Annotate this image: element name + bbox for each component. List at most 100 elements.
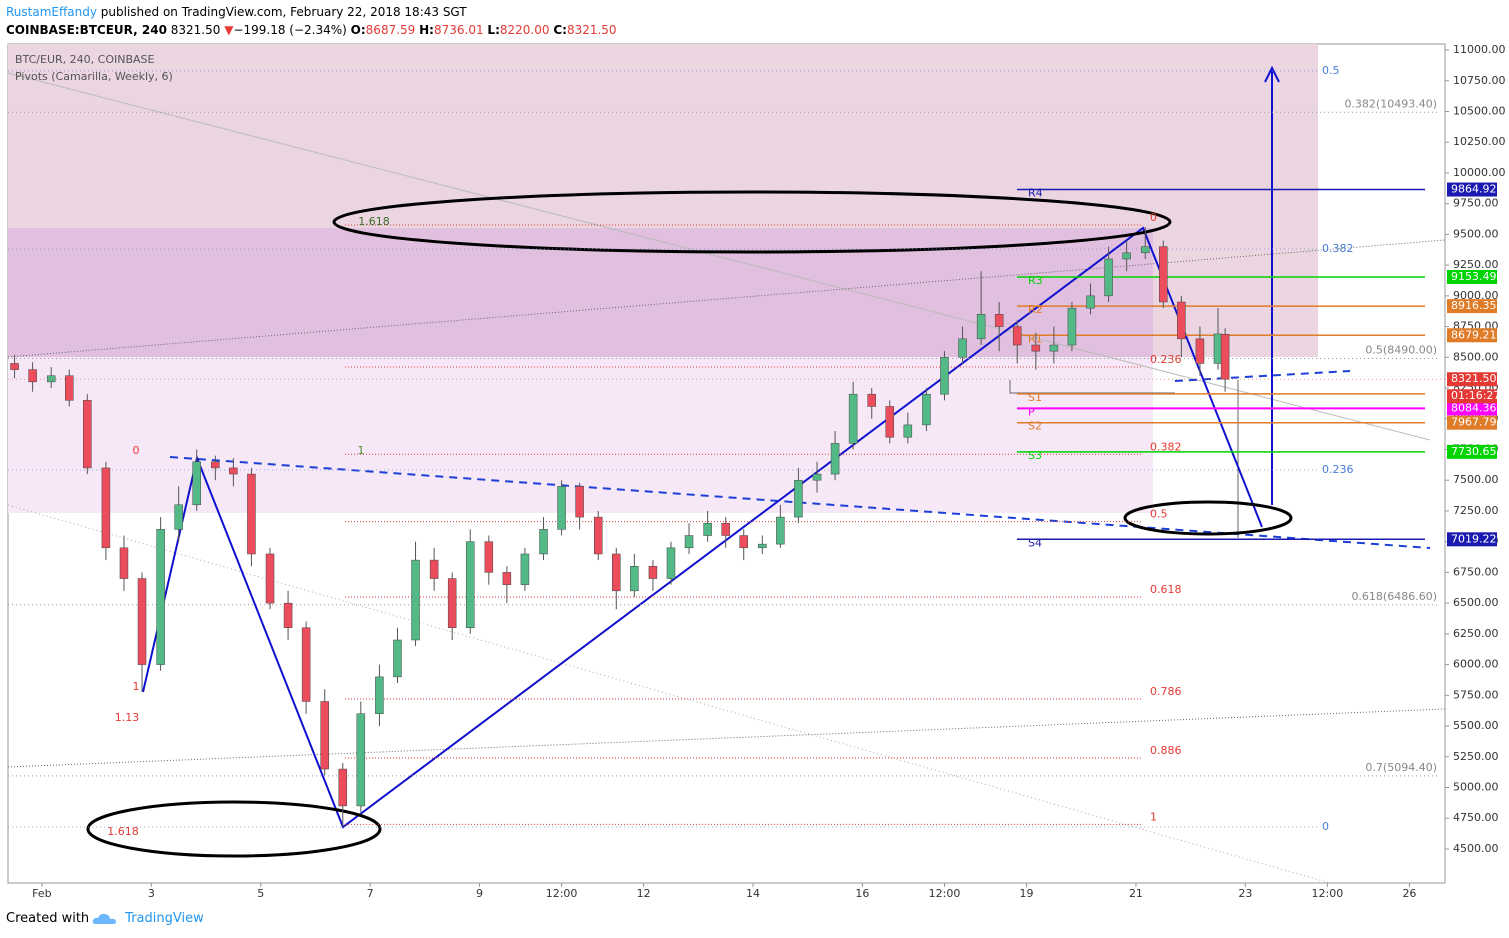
pivot-name: R4 (1028, 187, 1043, 200)
candle-body (1104, 258, 1113, 297)
candle-body (812, 473, 822, 481)
fib-ext-label: 0.5(8490.00) (1365, 344, 1437, 357)
x-tick-label: 12:00 (546, 887, 578, 900)
fib-label: 0.236 (1150, 353, 1182, 366)
y-tick-label: 6000.00 (1453, 658, 1499, 671)
author[interactable]: RustamEffandy (6, 5, 97, 19)
x-tick-label: 12:00 (929, 887, 961, 900)
candle-body (393, 639, 402, 678)
y-tick-label: 9250.00 (1453, 258, 1499, 271)
logo (92, 913, 116, 924)
candle-body (156, 529, 165, 665)
price-tag-label: 8916.35 (1451, 299, 1497, 312)
x-tick-label: Feb (32, 887, 51, 900)
fib-ext-label: 0.618(6486.60) (1351, 590, 1437, 603)
candle-body (830, 443, 840, 475)
candle-body (648, 566, 658, 579)
x-tick-label: 7 (367, 887, 374, 900)
countdown: 01:16:27 (1451, 389, 1500, 402)
candle-body (411, 559, 420, 641)
l-key: L: (487, 23, 500, 37)
candle-body (593, 516, 603, 555)
fib-label: 0.618 (1150, 583, 1182, 596)
price-tag (1447, 269, 1497, 284)
candle-body (174, 504, 183, 530)
candle-body (137, 578, 147, 665)
y-tick-label: 10500.00 (1453, 104, 1506, 117)
created: Created with (6, 911, 90, 926)
fib-label: 0 (1322, 820, 1329, 833)
candle-body (630, 566, 639, 592)
candle-body (1012, 326, 1022, 346)
y-tick-label: 5500.00 (1453, 719, 1499, 732)
price-tag (1447, 415, 1497, 430)
candle-body (301, 627, 311, 702)
candle-body (46, 375, 56, 383)
header: RustamEffandy published on TradingView.c… (6, 3, 617, 39)
x-tick-label: 9 (476, 887, 483, 900)
candle-body (1031, 344, 1041, 352)
price-tag (1447, 299, 1497, 314)
candle-body (502, 572, 512, 585)
x-tick-label: 12:00 (1312, 887, 1344, 900)
price-tag (1447, 401, 1497, 416)
candle-body (958, 338, 967, 358)
fib-label: 0.886 (1150, 744, 1182, 757)
pivot-name: P (1028, 405, 1035, 418)
candle-body (848, 393, 858, 444)
candle-body (65, 375, 74, 401)
footer: Created with TradingView (6, 911, 204, 926)
chart: BTC/EUR, 240, COINBASE Pivots (Camarilla… (7, 43, 1506, 900)
candle-body (721, 522, 730, 536)
y-tick-label: 9000.00 (1453, 289, 1499, 302)
pivot-name: S4 (1028, 536, 1042, 549)
price-tag-label: 8679.21 (1451, 328, 1497, 341)
y-tick-label: 10000.00 (1453, 166, 1506, 179)
candle-body (976, 314, 986, 340)
fib-label: 0.382 (1322, 242, 1354, 255)
fib-label: 0.5 (1322, 64, 1340, 77)
x-tick-label: 3 (148, 887, 155, 900)
fib-label: 0.786 (1150, 685, 1182, 698)
fib-label: 0.236 (1322, 463, 1354, 476)
x-tick-label: 21 (1129, 887, 1143, 900)
x-tick-label: 5 (257, 887, 264, 900)
y-tick-label: 10250.00 (1453, 135, 1506, 148)
x-tick-label: 26 (1402, 887, 1416, 900)
candle-body (758, 543, 767, 549)
last-price-label: 8321.50 (1451, 372, 1497, 385)
candle-body (1086, 295, 1095, 309)
y-tick-label: 6750.00 (1453, 565, 1499, 578)
trendline (7, 239, 1446, 358)
y-tick-label: 6500.00 (1453, 596, 1499, 609)
annotation: 1.618 (358, 215, 390, 228)
arrow-head (1264, 65, 1280, 83)
candle-body (739, 535, 748, 549)
pivot-name: R1 (1028, 332, 1043, 345)
fib-label: 0 (1150, 211, 1157, 224)
candle-body (684, 535, 694, 549)
candle-body (794, 479, 803, 518)
candle-body (520, 553, 530, 585)
brand[interactable]: TradingView (125, 911, 204, 926)
x-tick-label: 16 (855, 887, 869, 900)
annotation: 1 (358, 444, 365, 457)
candle-body (776, 516, 785, 545)
candle-body (229, 467, 238, 475)
price-tag-label: 9153.49 (1451, 270, 1497, 283)
candle-body (1159, 246, 1168, 303)
candle-body (375, 676, 384, 714)
fib-label: 0.5 (1150, 508, 1168, 521)
change: −199.18 (−2.34%) (233, 23, 347, 37)
y-tick-label: 8500.00 (1453, 350, 1499, 363)
y-tick-label: 7250.00 (1453, 504, 1499, 517)
y-tick-label: 9750.00 (1453, 197, 1499, 210)
candle-body (356, 713, 366, 807)
candle-body (1195, 338, 1205, 364)
pivot-name: S2 (1028, 420, 1042, 433)
last: 8321.50 (170, 23, 221, 37)
candle-body (1213, 333, 1223, 364)
ellipse (1123, 500, 1293, 536)
candle-body (465, 541, 475, 628)
